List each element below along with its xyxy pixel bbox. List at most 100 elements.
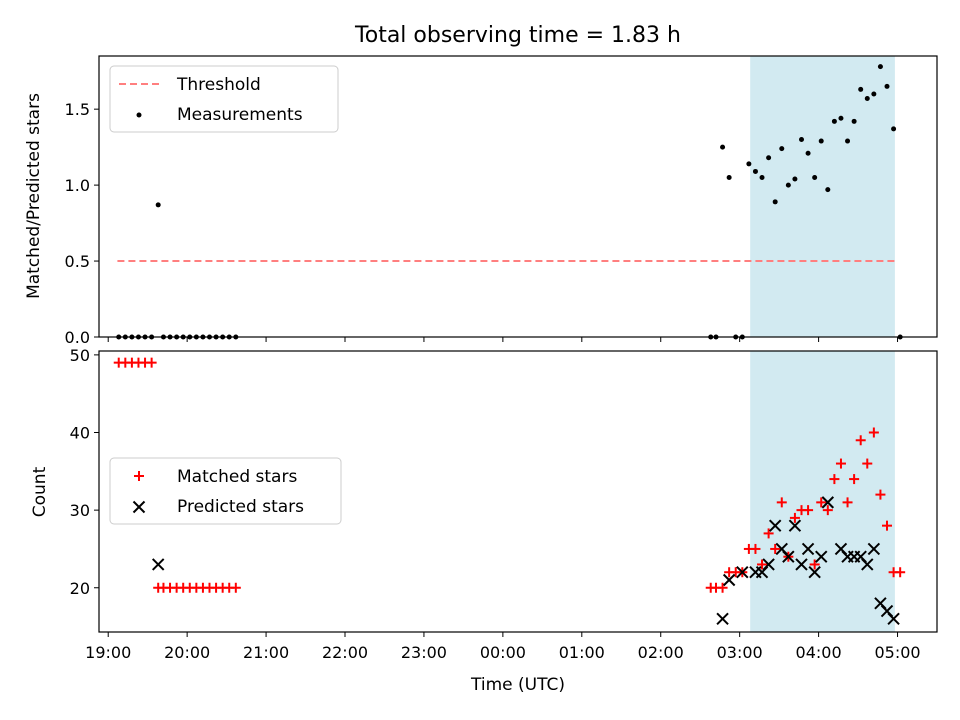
matched-star-point [882,520,893,531]
top-y-tick-label: 1.5 [65,100,90,119]
predicted-star-point [808,566,821,579]
matched-star-point [849,474,860,485]
top-y-tick-label: 0.0 [65,328,90,347]
x-axis-label: Time (UTC) [470,675,565,695]
bottom-legend: Matched stars Predicted stars [109,457,342,525]
x-tick-label: 22:00 [322,643,368,662]
matched-star-point [835,458,846,469]
matched-star-point [776,497,787,508]
measurement-point [812,175,818,181]
matched-star-point [230,582,241,593]
measurement-point [831,118,837,124]
measurement-point [720,144,726,150]
measurement-point [798,137,804,143]
matched-star-point [763,528,774,539]
measurement-point [726,175,732,181]
measurement-point [838,115,844,121]
matched-star-point [803,505,814,516]
measurement-point [884,83,890,89]
matched-star-point [822,505,833,516]
matched-star-point [146,357,157,368]
measurement-point [825,187,831,193]
measurement-point [851,118,857,124]
predicted-star-point [788,519,802,532]
legend-predicted-marker [132,500,146,514]
bottom-plot-frame [98,350,938,633]
x-tick-label: 23:00 [401,643,447,662]
measurement-point [155,202,161,208]
matched-star-point [757,559,768,570]
bottom-panel: 20 30 40 50 19:00 20:00 21:00 22:00 23:00 00:00 01… [30,346,938,695]
legend-measurements-label: Measurements [177,105,303,125]
x-tick-label: 04:00 [796,643,842,662]
matched-star-point [789,512,800,523]
matched-star-point [770,543,781,554]
top-legend: Threshold Measurements [109,65,339,133]
measurement-point [818,138,824,144]
measurement-point [891,126,897,132]
x-tick-label: 00:00 [480,643,526,662]
measurement-point [785,182,791,188]
legend-matched-swatch [134,471,144,481]
bottom-highlight-span [750,351,895,632]
predicted-star-point [801,542,815,556]
predicted-star-point [768,519,782,532]
matched-star-point [855,435,866,446]
top-plot-frame [98,55,938,338]
predicted-star-point [736,566,749,579]
measurement-point [772,199,778,205]
predicted-star-point [821,496,835,509]
matched-star-point [842,497,853,508]
measurement-point [766,155,772,161]
predicted-star-point [722,573,736,587]
measurement-point [779,146,785,152]
measurement-point [746,161,752,167]
matched-star-point [816,497,827,508]
legend-predicted-label: Predicted stars [177,497,304,517]
predicted-star-point [815,550,828,563]
measurement-point [871,91,877,97]
matched-star-point [862,458,873,469]
legend-measurement-swatch [136,112,142,118]
top-legend-frame [109,65,339,133]
x-tick-label: 02:00 [638,643,684,662]
x-tick-label: 01:00 [559,643,605,662]
predicted-star-point [795,558,808,571]
matched-star-point [868,427,879,438]
predicted-star-point [716,612,729,626]
legend-predicted-swatch [132,500,146,514]
measurement-point [864,96,870,102]
matched-star-point [829,474,840,485]
top-y-axis-label: Matched/Predicted stars [24,93,44,299]
bottom-y-tick-label: 30 [70,501,90,520]
chart-title: Total observing time = 1.83 h [354,23,681,48]
x-tick-label: 20:00 [164,643,210,662]
matched-star-point [750,543,761,554]
x-tick-label: 21:00 [243,643,289,662]
bottom-legend-frame [109,457,342,525]
measurement-point [792,176,798,182]
predicted-star-point [861,558,874,571]
measurement-point [805,150,811,156]
matched-star-point [895,567,906,578]
predicted-star-point [867,542,881,556]
matched-star-point [875,489,886,500]
top-highlight-span [750,56,895,337]
legend-matched-marker [134,471,144,481]
bottom-y-tick-label: 20 [70,579,90,598]
measurement-point [858,86,864,92]
x-tick-label: 05:00 [874,643,920,662]
predicted-star-point [887,612,900,626]
legend-matched-label: Matched stars [177,467,297,487]
bottom-y-tick-label: 50 [70,346,90,365]
measurement-point [759,175,765,181]
measurement-point [752,168,758,174]
predicted-star-point [782,550,795,563]
top-y-tick-label: 1.0 [65,176,90,195]
bottom-y-axis-label: Count [30,466,50,517]
predicted-star-point [151,558,165,571]
top-y-tick-label: 0.5 [65,252,90,271]
predicted-star-point [762,558,775,571]
x-tick-label: 03:00 [717,643,763,662]
